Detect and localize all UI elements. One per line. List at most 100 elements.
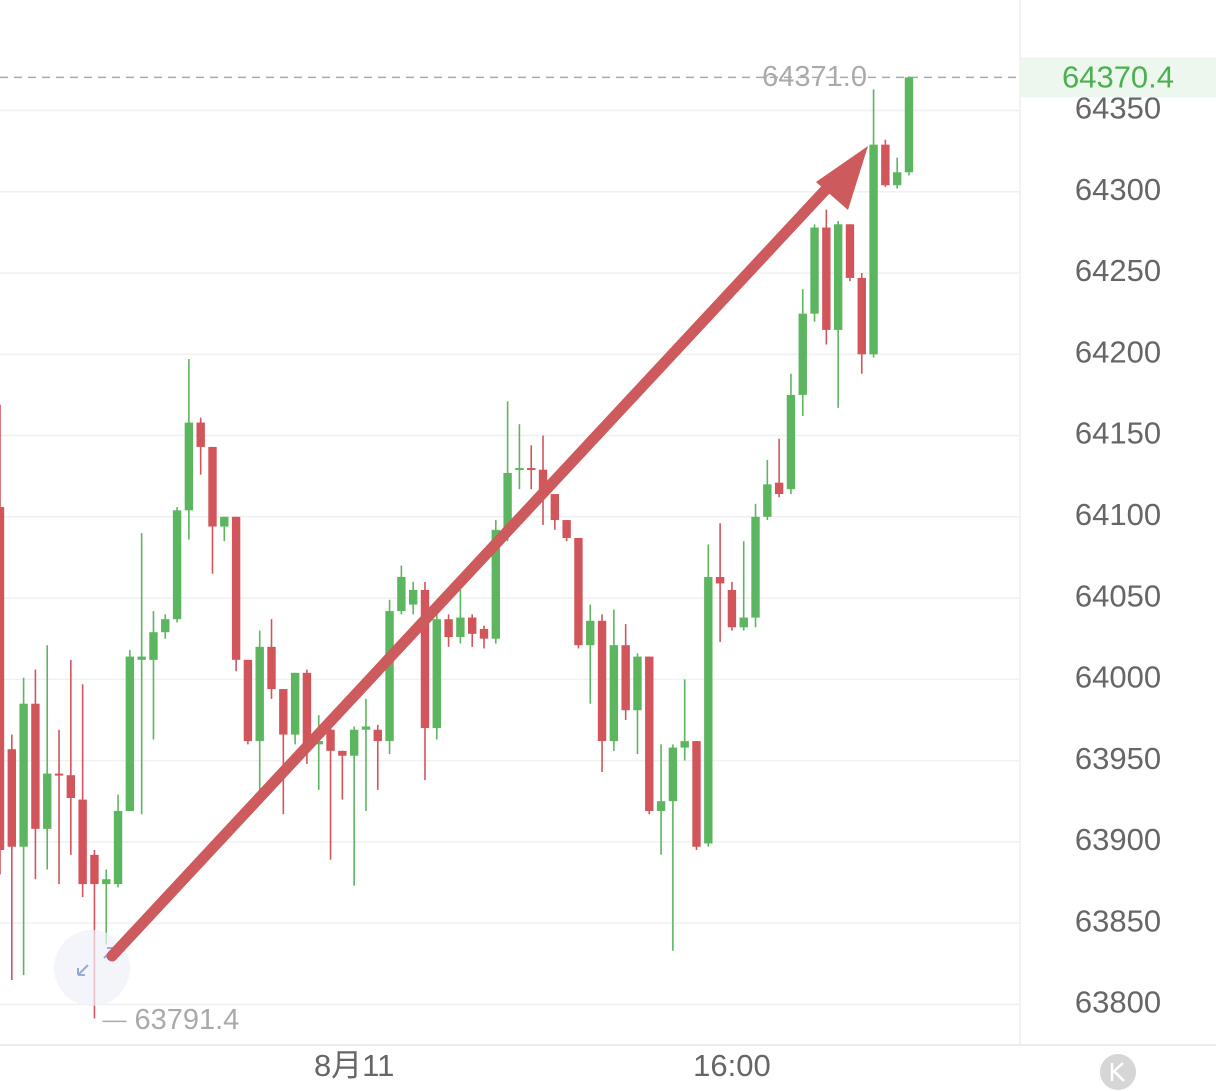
candle-body <box>349 729 359 756</box>
candle-body <box>338 750 347 756</box>
candle-body <box>609 645 619 742</box>
candle-body <box>491 529 501 639</box>
candle-body <box>7 749 17 847</box>
candle-body <box>774 482 784 495</box>
candle-body <box>468 617 477 634</box>
candle-body <box>161 619 170 633</box>
candle-body <box>172 510 182 620</box>
candle-body <box>680 741 689 748</box>
candle-body <box>538 469 548 495</box>
candle-body <box>857 277 866 355</box>
candle-body <box>243 659 253 742</box>
candle-body <box>397 576 406 612</box>
y-tick-label: 63800 <box>1075 985 1161 1020</box>
candle-body <box>810 227 819 314</box>
candle-body <box>432 619 441 729</box>
candle-body <box>586 620 595 646</box>
high-label: 64371.0 <box>762 61 867 93</box>
y-tick-label: 64100 <box>1075 497 1161 532</box>
y-tick-label: 63950 <box>1075 741 1161 776</box>
candle-body <box>715 576 725 584</box>
y-tick-label: 63850 <box>1075 903 1161 938</box>
candle-body <box>314 741 323 745</box>
candle-body <box>420 589 430 729</box>
x-tick-label: 16:00 <box>693 1048 771 1083</box>
candle-body <box>196 422 205 447</box>
candle-body <box>137 656 146 660</box>
candle-body <box>373 729 382 742</box>
candle-body <box>279 689 288 735</box>
y-tick-label: 64200 <box>1075 334 1161 369</box>
candle-body <box>184 422 194 511</box>
candle-body <box>66 775 76 798</box>
candle-body <box>208 446 217 527</box>
y-tick-label: 64050 <box>1075 578 1161 613</box>
candle-body <box>290 672 300 735</box>
candle-body <box>220 516 229 527</box>
candle-body <box>361 726 371 730</box>
candle-body <box>125 656 135 811</box>
k-button[interactable] <box>1100 1054 1136 1090</box>
candle-body <box>90 854 99 885</box>
k-icon <box>1110 1062 1125 1082</box>
candle-body <box>408 589 418 605</box>
candle-body <box>751 516 760 618</box>
labels: 63800 63850 63900 63950 64000 64050 64100 64150… <box>102 57 1216 1083</box>
candle-body <box>668 747 678 802</box>
trend-arrowhead <box>816 146 868 210</box>
candle-body <box>562 520 571 538</box>
candle-body <box>833 224 843 330</box>
candle-body <box>739 617 748 628</box>
last-price-label: 64370.4 <box>1062 60 1174 95</box>
candle-body <box>267 646 276 690</box>
candle-body <box>550 494 560 521</box>
last-price-box <box>1020 57 1216 98</box>
candle-body <box>881 144 890 186</box>
candle-body <box>149 632 158 660</box>
candle-body <box>904 77 914 173</box>
candle-body <box>385 611 394 742</box>
candle-body <box>597 620 607 742</box>
candle-body <box>444 619 453 638</box>
candle-body <box>326 729 335 751</box>
y-tick-label: 64150 <box>1075 416 1161 451</box>
candle-body <box>503 472 512 530</box>
candle-body <box>869 144 878 355</box>
candle-body <box>456 617 465 638</box>
candle-body <box>892 172 902 186</box>
candle-body <box>763 484 772 517</box>
candle-body <box>645 656 654 811</box>
candle-body <box>515 468 524 471</box>
candle-body <box>633 656 642 711</box>
candle-body <box>43 773 52 829</box>
candle-body <box>255 646 264 742</box>
candle-body <box>727 589 737 628</box>
candle-body <box>54 773 64 776</box>
candle-body <box>574 537 583 646</box>
candle-body <box>845 224 855 278</box>
y-tick-label: 64300 <box>1075 172 1161 207</box>
candle-body <box>786 394 796 490</box>
candle-body <box>113 810 123 885</box>
candle-body <box>692 741 701 847</box>
candle-body <box>798 313 807 395</box>
candle-body <box>78 799 87 885</box>
candles <box>0 76 914 1019</box>
candle-body <box>19 703 28 847</box>
candle-body <box>822 227 831 330</box>
trend-arrow <box>106 166 848 962</box>
candle-body <box>231 516 241 660</box>
y-tick-label: 64000 <box>1075 660 1161 695</box>
candle-body <box>656 801 666 811</box>
y-tick-label: 63900 <box>1075 822 1161 857</box>
candle-body <box>0 507 5 850</box>
candle-body <box>621 645 630 711</box>
candle-body <box>31 703 40 829</box>
x-tick-label: 8月11 <box>314 1048 394 1083</box>
candle-body <box>479 628 489 639</box>
low-label: 63791.4 <box>134 1004 239 1036</box>
y-tick-label: 64250 <box>1075 253 1161 288</box>
